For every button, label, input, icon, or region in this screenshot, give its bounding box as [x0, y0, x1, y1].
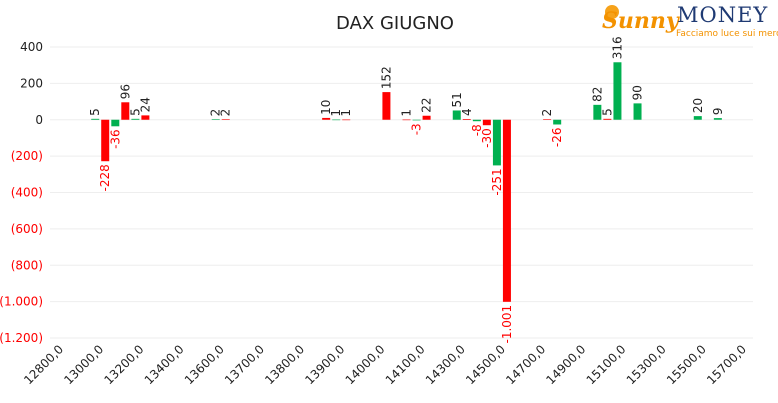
logo-brand2: MONEY	[677, 3, 768, 27]
bar	[593, 104, 602, 120]
value-label: 51	[450, 92, 464, 107]
value-label: 20	[691, 98, 705, 113]
y-tick-label: 0	[35, 113, 43, 127]
y-tick-label: (200)	[11, 149, 43, 163]
bar	[101, 119, 110, 162]
bar	[693, 116, 702, 120]
x-tick-label: 15100,0	[584, 342, 629, 387]
value-label: -30	[480, 128, 494, 148]
x-tick-label: 13200,0	[102, 342, 147, 387]
bar	[91, 118, 100, 120]
value-label: 152	[379, 66, 393, 89]
value-label: 1	[400, 109, 414, 117]
value-label: 5	[600, 108, 614, 116]
bar	[121, 102, 130, 120]
y-tick-label: (1.000)	[0, 295, 43, 309]
value-label: -228	[98, 164, 112, 191]
value-label: 5	[88, 108, 102, 116]
bar	[713, 118, 722, 120]
x-tick-label: 15300,0	[624, 342, 669, 387]
y-tick-label: (800)	[11, 258, 43, 272]
x-tick-label: 14300,0	[423, 342, 468, 387]
x-tick-label: 14500,0	[463, 342, 508, 387]
value-label: 96	[118, 84, 132, 99]
value-label: 316	[610, 36, 624, 59]
x-tick-label: 13900,0	[302, 342, 347, 387]
bar	[332, 119, 341, 121]
y-tick-label: (400)	[11, 186, 43, 200]
y-tick-label: 400	[20, 40, 43, 54]
bar	[472, 119, 481, 122]
x-tick-label: 12800,0	[21, 342, 66, 387]
logo-brand: Sunny	[602, 8, 681, 34]
y-tick-label: 200	[20, 76, 43, 90]
bar	[502, 119, 511, 302]
value-label: 90	[631, 85, 645, 100]
value-label: 2	[219, 109, 233, 117]
x-tick-label: 15700,0	[704, 342, 749, 387]
bar	[492, 119, 501, 166]
bar	[111, 119, 120, 127]
logo: Sunny MONEY Facciamo luce sui mercati	[602, 3, 778, 39]
value-label: -1.001	[500, 305, 514, 344]
value-label: 9	[711, 107, 725, 115]
bar	[462, 119, 471, 120]
value-label: -3	[410, 123, 424, 135]
value-label: 2	[540, 109, 554, 117]
bar	[322, 117, 331, 120]
value-label: 82	[590, 87, 604, 102]
x-tick-label: 13800,0	[262, 342, 307, 387]
value-label: 2	[209, 109, 223, 117]
bar	[211, 119, 220, 120]
value-label: 24	[138, 97, 152, 112]
bar	[402, 119, 411, 121]
chart-title: DAX GIUGNO	[336, 13, 454, 34]
logo-sun	[605, 5, 619, 19]
bar	[382, 92, 391, 120]
value-label: 1	[339, 109, 353, 117]
value-label: 22	[420, 97, 434, 112]
x-tick-label: 13000,0	[61, 342, 106, 387]
y-tick-label: (600)	[11, 222, 43, 236]
bar	[603, 118, 612, 120]
value-label: -8	[470, 124, 484, 136]
value-label: 10	[319, 100, 333, 115]
bar	[131, 118, 140, 120]
bar	[422, 115, 431, 120]
x-tick-label: 15500,0	[664, 342, 709, 387]
value-label: 1	[329, 109, 343, 117]
value-label: 5	[128, 108, 142, 116]
value-label: -26	[550, 127, 564, 147]
bar	[553, 119, 562, 125]
bar	[482, 119, 491, 126]
x-tick-label: 14700,0	[503, 342, 548, 387]
bar	[543, 119, 552, 120]
value-label: -36	[108, 129, 122, 149]
bar	[633, 103, 642, 120]
x-tick-label: 14900,0	[543, 342, 588, 387]
bar	[141, 115, 150, 120]
x-tick-label: 14000,0	[343, 342, 388, 387]
bar	[613, 62, 622, 120]
x-tick-label: 14100,0	[383, 342, 428, 387]
bar	[452, 110, 461, 120]
x-tick-label: 13400,0	[142, 342, 187, 387]
bar	[412, 119, 421, 121]
bar	[221, 119, 230, 120]
value-label: -251	[490, 168, 504, 195]
x-tick-label: 13700,0	[222, 342, 267, 387]
bar	[342, 119, 351, 121]
value-label: 4	[460, 108, 474, 116]
logo-tagline: Facciamo luce sui mercati	[676, 29, 778, 39]
x-tick-label: 13600,0	[182, 342, 227, 387]
y-tick-label: (1.200)	[0, 331, 43, 345]
